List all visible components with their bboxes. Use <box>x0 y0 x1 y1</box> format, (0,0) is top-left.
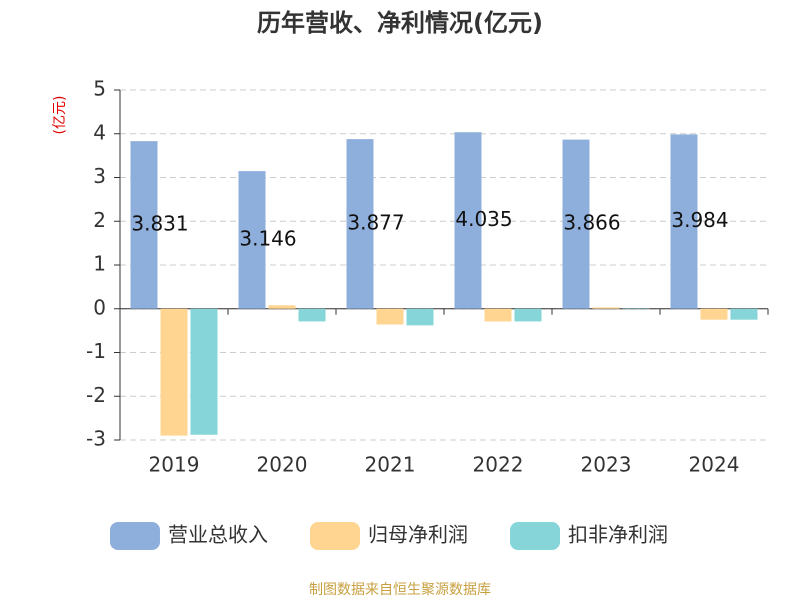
bar <box>376 308 404 325</box>
x-tick-label: 2024 <box>689 453 740 477</box>
legend-swatch[interactable] <box>510 522 560 550</box>
x-tick-label: 2021 <box>365 453 416 477</box>
value-label: 3.831 <box>131 211 188 235</box>
bar <box>268 305 296 309</box>
bar <box>346 139 374 309</box>
y-tick-label: 1 <box>93 252 106 276</box>
y-tick-label: -1 <box>86 339 106 363</box>
legend-label[interactable]: 营业总收入 <box>168 523 268 547</box>
value-label: 3.984 <box>671 208 728 232</box>
bar <box>454 132 482 309</box>
x-tick-label: 2019 <box>149 453 200 477</box>
chart-title: 历年营收、净利情况(亿元) <box>257 9 543 37</box>
legend-label[interactable]: 归母净利润 <box>368 523 468 547</box>
bar <box>484 308 512 322</box>
bar <box>298 308 326 322</box>
bar <box>730 308 758 320</box>
bar <box>130 141 158 309</box>
value-label: 3.146 <box>239 226 296 250</box>
y-tick-label: 2 <box>93 208 106 232</box>
bar <box>700 308 728 320</box>
legend-label[interactable]: 扣非净利润 <box>568 523 668 547</box>
y-tick-label: 3 <box>93 164 106 188</box>
value-label: 3.877 <box>347 210 404 234</box>
x-tick-label: 2020 <box>257 453 308 477</box>
y-tick-label: 0 <box>93 295 106 319</box>
bar <box>670 134 698 309</box>
value-label: 4.035 <box>455 207 512 231</box>
x-tick-label: 2023 <box>581 453 632 477</box>
bar <box>592 307 620 309</box>
bar <box>190 308 218 435</box>
y-tick-label: -2 <box>86 383 106 407</box>
y-axis-label: (亿元) <box>52 96 68 135</box>
legend-swatch[interactable] <box>310 522 360 550</box>
y-tick-label: 4 <box>93 120 106 144</box>
x-tick-label: 2022 <box>473 453 524 477</box>
bar <box>406 308 434 326</box>
y-tick-label: 5 <box>93 77 106 101</box>
legend-swatch[interactable] <box>110 522 160 550</box>
bar <box>562 139 590 309</box>
bar <box>238 171 266 309</box>
value-label: 3.866 <box>563 211 620 235</box>
bar <box>514 308 542 322</box>
bar <box>160 308 188 436</box>
source-note: 制图数据来自恒生聚源数据库 <box>309 582 491 598</box>
y-tick-label: -3 <box>86 427 106 451</box>
